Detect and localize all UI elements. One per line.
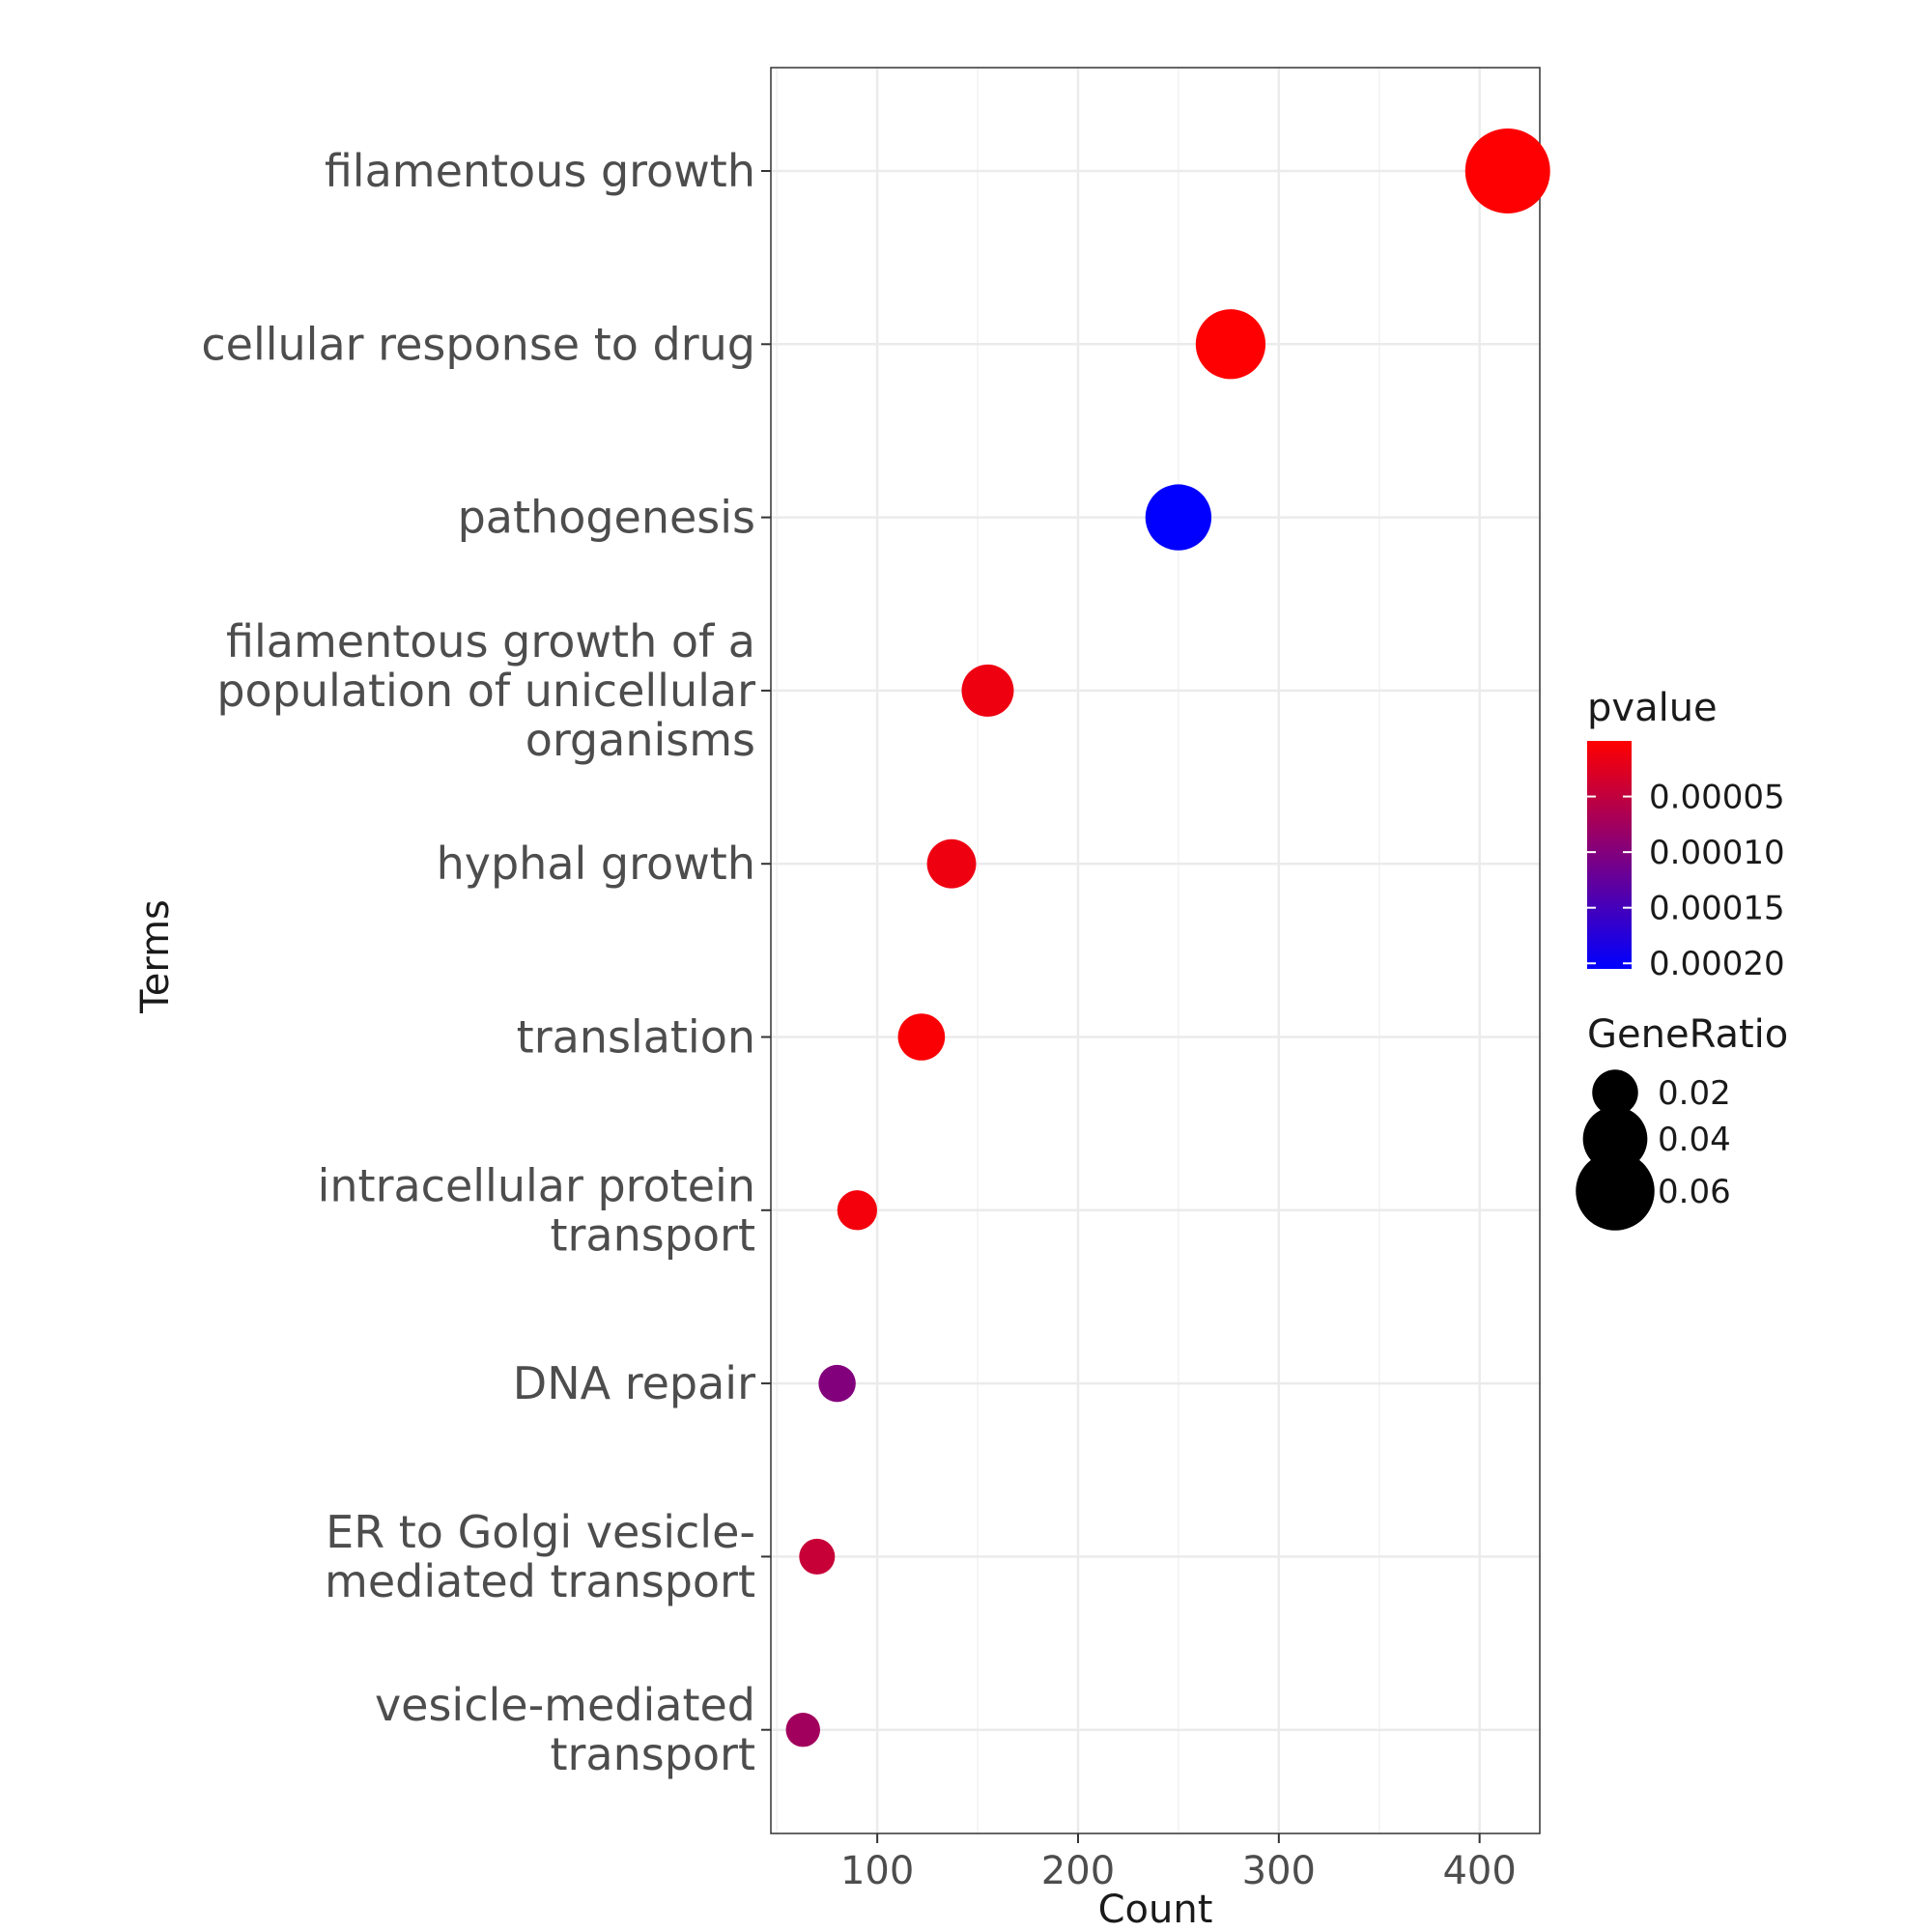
- data-point: [926, 838, 977, 889]
- y-tick-label: translation: [517, 1011, 755, 1064]
- y-tick-label: hyphal growth: [437, 838, 755, 890]
- colorbar-label: 0.00020: [1649, 945, 1785, 983]
- data-point: [785, 1712, 820, 1747]
- colorbar-label: 0.00015: [1649, 890, 1785, 928]
- data-point: [1195, 309, 1266, 380]
- x-tick-label: 400: [1442, 1849, 1516, 1893]
- x-tick-label: 100: [840, 1849, 914, 1893]
- colorbar: [1587, 741, 1632, 969]
- x-axis-title: Count: [1098, 1888, 1213, 1932]
- data-point: [837, 1190, 877, 1231]
- data-point: [1464, 128, 1550, 213]
- plot-panel: [771, 68, 1540, 1833]
- size-legend-label: 0.06: [1658, 1173, 1731, 1211]
- colorbar-label: 0.00010: [1649, 834, 1785, 872]
- legend-title-pvalue: pvalue: [1587, 686, 1718, 730]
- y-tick-label: vesicle-mediated transport: [375, 1679, 755, 1780]
- size-legend-key: [1576, 1151, 1655, 1231]
- y-tick-label: ER to Golgi vesicle-mediated transport: [325, 1506, 755, 1607]
- size-legend-label: 0.02: [1658, 1074, 1731, 1113]
- size-legend-key: [1582, 1106, 1648, 1172]
- y-tick-label: filamentous growth: [325, 145, 755, 197]
- y-tick-label: intracellular protein transport: [318, 1159, 755, 1261]
- data-point: [799, 1538, 836, 1575]
- data-point: [961, 664, 1014, 717]
- size-legend-key: [1592, 1069, 1638, 1116]
- x-tick-label: 200: [1041, 1849, 1115, 1893]
- y-tick-label: cellular response to drug: [201, 318, 755, 370]
- y-tick-label: filamentous growth of a population of uni…: [216, 615, 755, 766]
- data-point: [1145, 484, 1212, 551]
- size-legend-label: 0.04: [1658, 1121, 1731, 1159]
- data-point: [818, 1364, 856, 1403]
- panel-border: [770, 67, 1541, 1834]
- y-tick-label: pathogenesis: [458, 492, 755, 544]
- y-tick-label: DNA repair: [513, 1357, 755, 1409]
- y-axis-title: Terms: [133, 899, 178, 1014]
- data-point: [897, 1013, 946, 1061]
- x-tick-label: 300: [1242, 1849, 1316, 1893]
- colorbar-label: 0.00005: [1649, 779, 1785, 817]
- legend-title-generatio: GeneRatio: [1587, 1012, 1788, 1057]
